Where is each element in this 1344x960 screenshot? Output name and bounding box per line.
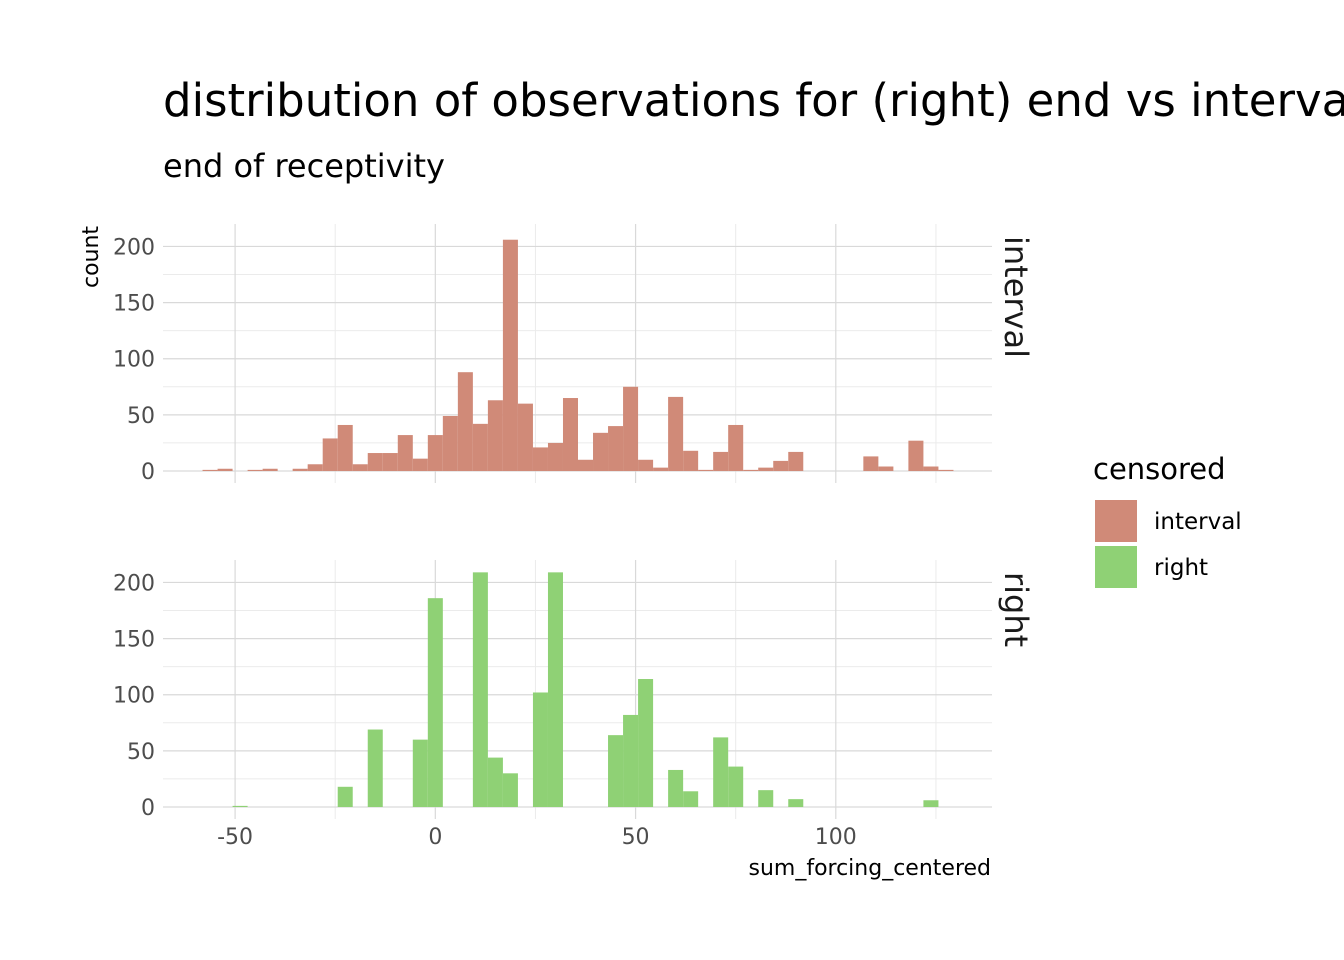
histogram-bar [788, 799, 804, 807]
histogram-bar [532, 692, 548, 807]
histogram-bar [337, 786, 353, 807]
histogram-bar [322, 438, 338, 471]
histogram-bar [638, 459, 654, 471]
histogram-bar [487, 757, 503, 807]
legend-title: censored [1093, 452, 1226, 486]
y-tick-label: 100 [113, 348, 155, 373]
y-tick-label: 0 [141, 460, 155, 485]
histogram-bar [608, 735, 624, 807]
histogram-bar [908, 440, 924, 471]
histogram-bar [593, 432, 609, 471]
legend-key-interval [1095, 500, 1137, 542]
histogram-bar [878, 466, 894, 471]
y-tick-label: 100 [113, 684, 155, 709]
histogram-bar [923, 466, 939, 471]
y-tick-label: 150 [113, 628, 155, 653]
histogram-bar [547, 572, 563, 807]
histogram-bar [608, 426, 624, 471]
x-axis-title: sum_forcing_centered [748, 856, 991, 881]
histogram-bar [623, 714, 639, 807]
histogram-bar [337, 424, 353, 471]
chart-title: distribution of observations for (right)… [163, 74, 1344, 127]
y-tick-label: 200 [113, 571, 155, 596]
histogram-bar [683, 791, 699, 807]
histogram-bar [517, 403, 533, 471]
histogram-bar [457, 372, 473, 471]
histogram-bar [427, 598, 443, 807]
histogram-bar [202, 469, 218, 471]
y-tick-label: 0 [141, 796, 155, 821]
histogram-bar [532, 447, 548, 471]
plot-panels: 0 50 100 150 200 interval 0 50 100 150 200 right -50… [113, 224, 1035, 850]
y-tick-label: 200 [113, 235, 155, 260]
histogram-bar [713, 451, 729, 471]
histogram-bar [683, 450, 699, 471]
facet-strip-interval: interval [997, 236, 1035, 358]
histogram-bar [367, 729, 383, 807]
histogram-bar [668, 769, 684, 807]
histogram-bar [487, 400, 503, 471]
histogram-bar [863, 456, 879, 471]
histogram-bar [412, 739, 428, 807]
histogram-bar [292, 468, 308, 471]
histogram-bar [638, 679, 654, 807]
histogram-bar [758, 790, 774, 807]
panel-right: 0 50 100 150 200 right [113, 560, 1035, 821]
histogram-bar [938, 469, 954, 471]
histogram-bar [623, 386, 639, 471]
y-tick-label: 50 [127, 404, 155, 429]
facet-strip-right: right [997, 572, 1035, 647]
x-tick-label: 50 [622, 825, 650, 850]
histogram-bar [773, 460, 789, 471]
histogram-bar [758, 467, 774, 471]
histogram-bar [728, 766, 744, 807]
histogram-bar [232, 805, 248, 807]
legend-key-right [1095, 546, 1137, 588]
histogram-bar [262, 468, 278, 471]
x-tick-label: 100 [815, 825, 857, 850]
histogram-bar [397, 435, 413, 471]
histogram-bar [247, 469, 263, 471]
y-axis-title: count [79, 226, 104, 288]
y-tick-label: 50 [127, 740, 155, 765]
y-tick-label: 150 [113, 292, 155, 317]
histogram-bar [562, 398, 579, 471]
histogram-bar [713, 737, 729, 807]
legend-label-right: right [1154, 555, 1208, 581]
histogram-bar [367, 453, 383, 471]
histogram-bar [502, 239, 518, 471]
histogram-bar [472, 423, 488, 471]
histogram-bar [728, 424, 744, 471]
histogram-bar [502, 773, 518, 807]
histogram-bar [547, 442, 563, 471]
histogram-bar [217, 468, 233, 471]
histogram-bar [307, 464, 323, 471]
histogram-bar [442, 415, 458, 471]
legend: censored interval right [1093, 452, 1242, 588]
histogram-bar [382, 453, 398, 471]
histogram-bar [472, 572, 488, 807]
histogram-bar [788, 451, 804, 471]
histogram-bar [923, 800, 939, 807]
x-tick-label: -50 [217, 825, 253, 850]
histogram-bar [578, 459, 594, 471]
histogram-bar [698, 469, 714, 471]
x-tick-label: 0 [428, 825, 442, 850]
histogram-bar [352, 464, 368, 471]
histogram-bar [412, 458, 428, 471]
panel-interval: 0 50 100 150 200 interval [113, 224, 1035, 485]
histogram-bar [427, 435, 443, 471]
chart-subtitle: end of receptivity [163, 147, 445, 185]
histogram-bar [653, 467, 669, 471]
legend-label-interval: interval [1154, 509, 1242, 535]
histogram-bar [743, 469, 759, 471]
histogram-bar [668, 396, 684, 471]
